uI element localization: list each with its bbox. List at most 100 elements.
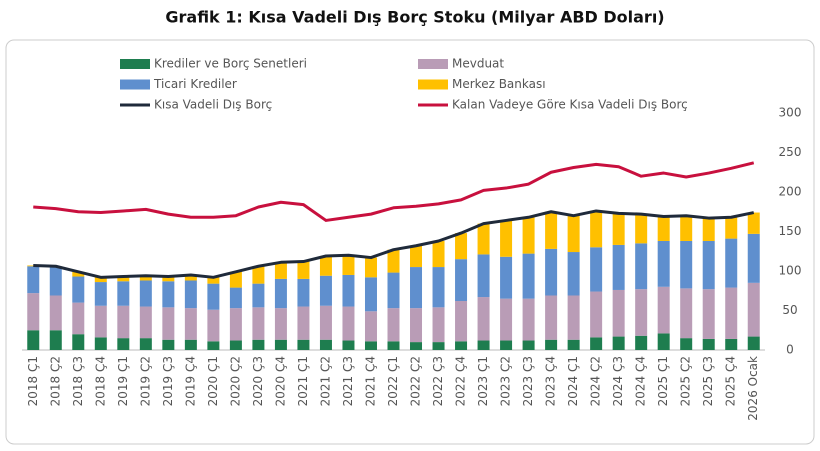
bar-segment bbox=[545, 339, 558, 350]
bar-segment bbox=[252, 307, 265, 340]
x-tick-label: 2022 Ç2 bbox=[409, 356, 423, 406]
bar-segment bbox=[702, 289, 715, 339]
bar-segment bbox=[680, 338, 693, 350]
bar-segment bbox=[612, 289, 625, 337]
x-tick-label: 2025 Ç1 bbox=[656, 356, 670, 406]
bar-segment bbox=[72, 276, 85, 303]
bar-segment bbox=[500, 298, 513, 341]
x-tick-label: 2021 Ç4 bbox=[363, 356, 377, 406]
bar-segment bbox=[252, 266, 265, 284]
bar-segment bbox=[27, 293, 40, 331]
bar-segment bbox=[229, 308, 242, 341]
bar-segment bbox=[657, 286, 670, 334]
bar-segment bbox=[680, 215, 693, 241]
x-tick-label: 2020 Ç4 bbox=[273, 356, 287, 406]
bar-segment bbox=[635, 243, 648, 290]
x-tick-label: 2024 Ç3 bbox=[611, 356, 625, 406]
bar-segment bbox=[432, 240, 445, 268]
x-tick-label: 2023 Ç3 bbox=[521, 356, 535, 406]
x-tick-label: 2023 Ç4 bbox=[544, 356, 558, 406]
bar-segment bbox=[455, 233, 468, 260]
bar-segment bbox=[657, 333, 670, 350]
bar-segment bbox=[590, 210, 603, 248]
bar-segment bbox=[319, 305, 332, 340]
bar-segment bbox=[477, 340, 490, 350]
legend-swatch bbox=[120, 79, 150, 90]
bar-segment bbox=[567, 339, 580, 350]
x-tick-label: 2021 Ç3 bbox=[341, 356, 355, 406]
bar-segment bbox=[387, 341, 400, 350]
bar-segment bbox=[117, 305, 130, 339]
legend-label: Ticari Krediler bbox=[153, 77, 237, 91]
bar-segment bbox=[297, 306, 310, 340]
x-tick-label: 2025 Ç2 bbox=[679, 356, 693, 406]
bar-segment bbox=[342, 306, 355, 341]
bar-segment bbox=[94, 337, 107, 350]
bar-segment bbox=[364, 341, 377, 350]
bar-segment bbox=[410, 308, 423, 343]
bar-segment bbox=[567, 215, 580, 253]
legend-swatch bbox=[418, 59, 448, 69]
y-tick-label: 0 bbox=[786, 343, 794, 357]
bar-segment bbox=[590, 337, 603, 350]
bar-segment bbox=[702, 338, 715, 350]
bar-segment bbox=[184, 274, 197, 281]
bar-segment bbox=[590, 247, 603, 292]
x-tick-label: 2019 Ç3 bbox=[161, 356, 175, 406]
x-tick-label: 2018 Ç1 bbox=[26, 356, 40, 406]
bar-segment bbox=[725, 338, 738, 350]
x-tick-label: 2023 Ç2 bbox=[499, 356, 513, 406]
bar-segment bbox=[364, 257, 377, 278]
bar-segment bbox=[229, 287, 242, 309]
bar-segment bbox=[342, 274, 355, 307]
legend-label: Merkez Bankası bbox=[452, 77, 546, 91]
bar-segment bbox=[139, 280, 152, 307]
legend-label: Kısa Vadeli Dış Borç bbox=[154, 98, 272, 112]
bar-segment bbox=[545, 211, 558, 249]
bar-segment bbox=[680, 288, 693, 339]
bar-segment bbox=[342, 340, 355, 350]
bar-segment bbox=[432, 267, 445, 308]
bar-segment bbox=[139, 275, 152, 281]
bar-segment bbox=[387, 249, 400, 273]
x-tick-label: 2025 Ç3 bbox=[701, 356, 715, 406]
bar-segment bbox=[364, 277, 377, 312]
bar-segment bbox=[522, 253, 535, 299]
bar-segment bbox=[274, 339, 287, 350]
bar-segment bbox=[117, 281, 130, 306]
bar-segment bbox=[680, 240, 693, 289]
bar-segment bbox=[477, 223, 490, 255]
bar-segment bbox=[410, 342, 423, 350]
bar-segment bbox=[477, 297, 490, 341]
x-tick-label: 2019 Ç1 bbox=[116, 356, 130, 406]
bar-segment bbox=[229, 340, 242, 350]
legend-label: Mevduat bbox=[452, 57, 504, 71]
bar-segment bbox=[162, 307, 175, 340]
bar-segment bbox=[702, 240, 715, 290]
y-tick-label: 300 bbox=[779, 106, 802, 120]
bar-segment bbox=[207, 341, 220, 350]
bar-segment bbox=[252, 339, 265, 350]
bar-segment bbox=[274, 278, 287, 309]
bar-segment bbox=[139, 306, 152, 339]
bar-segment bbox=[94, 282, 107, 306]
bar-segment bbox=[635, 335, 648, 350]
bar-segment bbox=[387, 308, 400, 342]
bar-segment bbox=[612, 336, 625, 350]
bar-segment bbox=[635, 289, 648, 336]
legend-label: Krediler ve Borç Senetleri bbox=[154, 57, 307, 71]
bar-segment bbox=[319, 339, 332, 350]
chart-title: Grafik 1: Kısa Vadeli Dış Borç Stoku (Mi… bbox=[165, 8, 664, 27]
bar-segment bbox=[455, 301, 468, 342]
bar-segment bbox=[162, 339, 175, 350]
bar-segment bbox=[94, 305, 107, 338]
bar-segment bbox=[500, 340, 513, 350]
bar-segment bbox=[27, 266, 40, 294]
bar-segment bbox=[72, 271, 85, 277]
bar-segment bbox=[342, 255, 355, 275]
bar-segment bbox=[207, 277, 220, 284]
y-tick-label: 200 bbox=[779, 185, 802, 199]
bar-segment bbox=[410, 245, 423, 268]
x-tick-label: 2019 Ç4 bbox=[183, 356, 197, 406]
bar-segment bbox=[635, 214, 648, 244]
